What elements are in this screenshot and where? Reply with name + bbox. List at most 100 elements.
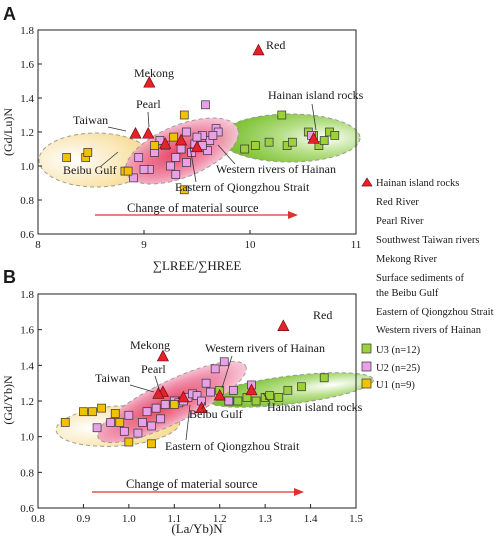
legend: Hainan island rocks Red River Pearl Rive…	[361, 177, 494, 391]
point-u2-a	[129, 173, 138, 183]
x-tick-label-b: 1.5	[349, 513, 363, 525]
point-u3-a	[277, 110, 287, 120]
leader-hainan-rocks-b	[262, 392, 271, 404]
x-axis-title-a: ∑LREE/∑HREE	[153, 258, 242, 273]
x-tick-label-a: 11	[351, 239, 362, 251]
point-u2-b	[119, 426, 129, 436]
point-u1-b	[115, 418, 125, 427]
point-u1-b	[169, 400, 179, 409]
x-tick-label-b: 1.2	[213, 513, 227, 525]
point-u2-a	[166, 161, 175, 171]
point-river-triangle-b	[156, 349, 170, 362]
label-red-a: Red	[266, 38, 285, 52]
point-u1-a	[83, 148, 93, 157]
point-u1-a	[62, 153, 71, 162]
leader-pearl-b	[154, 375, 161, 393]
legend-eastern-qiongzhou: Eastern of Qiongzhou Strait	[376, 307, 494, 318]
point-u1-a	[169, 132, 179, 142]
y-tick-label-b: 0.6	[20, 503, 34, 515]
leader-taiwan-a	[107, 126, 127, 132]
label-eastern-qiongzhou-a: Eastern of Qiongzhou Strait	[175, 180, 310, 194]
arrow-head-a	[288, 211, 298, 219]
point-u2-a	[171, 153, 181, 162]
x-tick-label-b: 1.0	[122, 513, 136, 525]
x-tick-label-b: 0.8	[31, 513, 45, 525]
point-u2-b	[228, 385, 238, 395]
point-u3-b	[283, 385, 293, 395]
point-u2-b	[138, 418, 147, 427]
panel-a: 8 9 10 11 0.6 0.8 1.0 1.2 1.4 1.6 1.8 Change of ma…	[1, 25, 364, 273]
legend-u1-swatch	[361, 378, 372, 389]
y-tick-label-b: 1.2	[20, 396, 34, 408]
legend-pearl-river: Pearl River	[376, 216, 424, 227]
label-beibu-a: Beibu Gulf	[63, 163, 117, 177]
point-river-triangle-b	[213, 388, 226, 401]
point-u3-b	[274, 393, 284, 402]
point-u2-b	[156, 414, 166, 424]
leader-western-b	[221, 355, 233, 389]
point-u2-b	[133, 428, 143, 438]
point-u1-a	[179, 185, 189, 195]
legend-western-hainan: Western rivers of Hainan	[376, 325, 482, 336]
point-river-triangle-b	[245, 383, 258, 396]
legend-mekong: Mekong River	[376, 254, 437, 265]
point-u1-a	[150, 141, 159, 150]
label-western-rivers-b: Western rivers of Hainan	[205, 341, 325, 355]
point-u1-b	[124, 437, 134, 447]
point-u2-a	[182, 158, 191, 167]
point-u1-b	[88, 407, 97, 417]
point-u3-b	[297, 382, 306, 392]
point-u2-a	[182, 127, 191, 137]
ticks-a: 8 9 10 11 0.6 0.8 1.0 1.2 1.4 1.6 1.8	[20, 25, 361, 251]
legend-u3: U3 (n=12)	[376, 345, 421, 356]
label-hainan-rocks-a: Hainan island rocks	[268, 88, 364, 102]
leader-eastern-a	[189, 146, 197, 183]
panel-b-letter: B	[3, 267, 16, 287]
point-u2-a	[134, 153, 144, 162]
point-u2-a	[203, 146, 212, 156]
y-axis-title-b: (Gd/Yb)N	[1, 375, 15, 425]
point-u1-a	[123, 166, 133, 176]
legend-triangle-icon	[361, 177, 373, 187]
point-river-triangle-a	[142, 126, 155, 139]
point-u1-b	[79, 407, 88, 417]
x-tick-label-b: 1.4	[304, 513, 318, 525]
legend-u1: U1 (n=9)	[376, 380, 415, 391]
point-u3-b	[265, 391, 275, 400]
point-river-triangle-a	[307, 132, 320, 144]
point-u2-b	[201, 378, 211, 388]
point-u3-a	[250, 141, 260, 150]
label-hainan-rocks-b: Hainan island rocks	[267, 400, 363, 414]
point-u2-a	[201, 100, 210, 110]
x-tick-label-a: 9	[141, 239, 147, 251]
legend-hainan-rocks: Hainan island rocks	[376, 178, 459, 189]
y-tick-label-b: 0.8	[20, 467, 34, 479]
point-u2-b	[147, 421, 156, 431]
panel-a-letter: A	[3, 4, 16, 24]
x-tick-label-b: 1.3	[258, 513, 272, 525]
arrow-label-a: Change of material source	[127, 201, 259, 215]
leader-western-a	[217, 144, 236, 165]
leader-pearl-a	[147, 111, 150, 128]
point-u2-b	[210, 364, 220, 374]
legend-surface-sediments: Surface sediments of	[376, 273, 465, 284]
x-tick-label-b: 0.9	[77, 513, 91, 525]
point-u3-a	[240, 144, 250, 154]
y-tick-label-a: 0.8	[20, 195, 34, 207]
y-tick-label-a: 1.0	[20, 161, 34, 173]
leader-beibu-b	[201, 401, 206, 410]
leader-taiwan-b	[129, 384, 155, 393]
point-u2-b	[92, 423, 102, 433]
point-river-triangle-a	[252, 43, 265, 56]
point-u2-b	[192, 391, 202, 400]
point-u1-b	[110, 409, 120, 418]
leader-beibu-a	[99, 151, 119, 168]
panel-b: 0.8 0.9 1.0 1.1 1.2 1.3 1.4 1.50.60.81.01.21.41…	[1, 289, 374, 536]
x-tick-label-a: 8	[35, 239, 41, 251]
points-a	[62, 43, 340, 195]
point-u2-a	[171, 170, 181, 179]
point-u1-a	[179, 110, 189, 120]
point-river-triangle-b	[177, 390, 190, 403]
y-tick-label-a: 1.4	[20, 93, 34, 105]
